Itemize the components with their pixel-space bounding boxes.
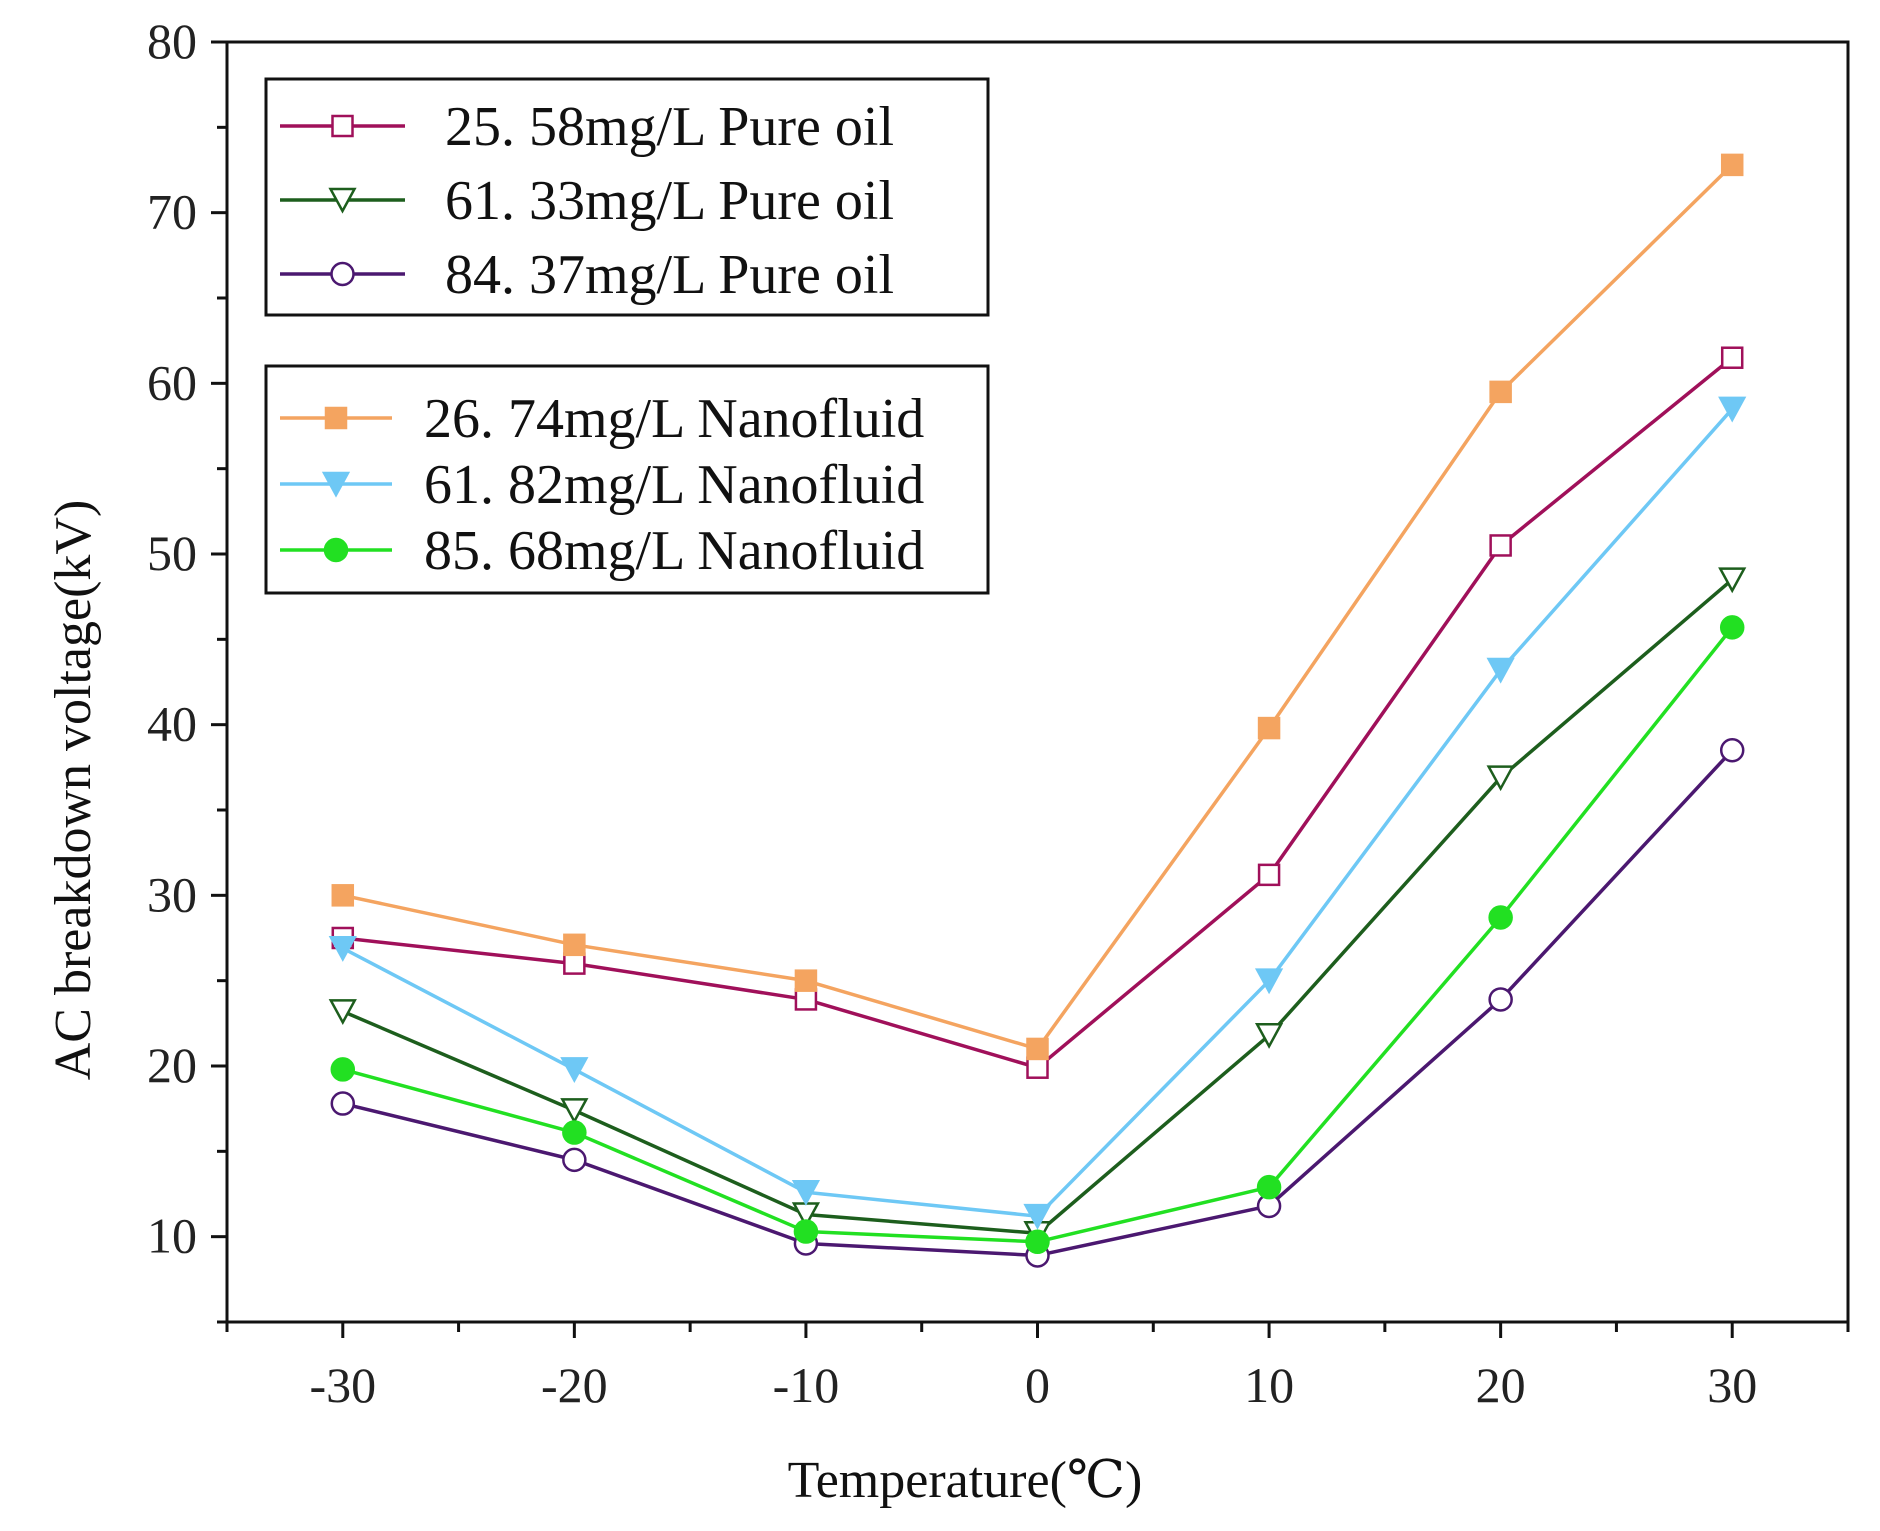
data-point: [793, 1219, 819, 1244]
data-point: [1489, 380, 1512, 404]
data-point: [560, 1098, 589, 1124]
series-4: [331, 153, 1744, 1061]
data-point: [562, 1120, 587, 1145]
legend-marker: [321, 471, 351, 498]
series-6: [330, 615, 1745, 1255]
x-tick-label: -20: [541, 1357, 608, 1413]
data-point: [1719, 738, 1745, 763]
series-3: [330, 738, 1745, 1268]
x-axis: -30 -20 -10 0 10 20 30: [225, 1322, 1850, 1413]
legend-entry: 84. 37mg/L Pure oil: [280, 244, 894, 306]
data-point: [1025, 1229, 1050, 1255]
legend-label: 84. 37mg/L Pure oil: [445, 244, 894, 306]
data-point: [1488, 987, 1513, 1012]
data-point: [1720, 346, 1744, 369]
y-tick-label: 60: [147, 354, 197, 410]
data-point: [562, 1147, 587, 1173]
legend-entry: 85. 68mg/L Nanofluid: [280, 520, 924, 582]
data-point: [560, 1057, 589, 1084]
y-tick-label: 10: [147, 1208, 197, 1264]
x-tick-label: 30: [1707, 1357, 1757, 1413]
x-tick-label: -30: [309, 1357, 376, 1413]
legend-label: 61. 82mg/L Nanofluid: [424, 454, 924, 516]
y-axis: 10 20 30 40 50 60 70 80: [147, 13, 227, 1324]
legend-marker: [330, 261, 355, 287]
legend-box: [264, 364, 990, 595]
legend-marker: [323, 537, 349, 563]
series-line: [342, 626, 1734, 1244]
y-tick-label: 20: [147, 1037, 197, 1093]
data-point: [1486, 657, 1515, 684]
x-tick-label: 10: [1244, 1357, 1294, 1413]
data-point: [794, 988, 818, 1011]
data-point: [1256, 1174, 1282, 1200]
series-5: [328, 396, 1747, 1230]
series-2: [328, 567, 1747, 1247]
data-point: [328, 935, 357, 962]
y-tick-label: 30: [147, 866, 197, 922]
data-point: [1026, 1056, 1049, 1079]
data-point: [1720, 153, 1744, 177]
legend-marker: [324, 406, 348, 430]
data-point: [330, 1057, 356, 1082]
data-point: [328, 999, 357, 1025]
legend-label: 26. 74mg/L Nanofluid: [424, 388, 924, 450]
x-tick-label: 20: [1476, 1357, 1526, 1413]
legend-entry: 61. 82mg/L Nanofluid: [280, 454, 924, 516]
data-point: [1023, 1203, 1052, 1230]
legend-entry: 61. 33mg/L Pure oil: [280, 170, 894, 232]
data-point: [1486, 765, 1515, 792]
data-point: [1718, 567, 1747, 594]
legend-label: 61. 33mg/L Pure oil: [445, 170, 894, 232]
legend-entry: 26. 74mg/L Nanofluid: [280, 388, 924, 450]
y-tick-label: 70: [147, 184, 197, 240]
x-axis-title: Temperature(℃): [788, 1452, 1143, 1509]
data-point: [1026, 1037, 1049, 1061]
data-point: [563, 933, 586, 957]
legend-label: 25. 58mg/L Pure oil: [445, 96, 894, 158]
x-tick-label: -10: [773, 1357, 840, 1413]
data-point: [1254, 1023, 1284, 1049]
y-axis-title: AC breakdown voltage(kV): [45, 500, 102, 1081]
legend-label: 85. 68mg/L Nanofluid: [424, 520, 924, 582]
series-line: [342, 749, 1734, 1258]
y-tick-label: 40: [147, 696, 197, 752]
data-point: [791, 1180, 821, 1206]
data-point: [563, 952, 586, 975]
data-point: [1718, 396, 1747, 423]
legend-marker: [328, 187, 357, 214]
data-point: [1254, 968, 1284, 995]
data-point: [331, 884, 355, 907]
series-layer: [328, 153, 1747, 1268]
legend-pure-oil: 25. 58mg/L Pure oil 61. 33mg/L Pure oil 84…: [264, 77, 990, 317]
data-point: [330, 1091, 356, 1116]
legend-marker: [331, 114, 354, 138]
x-tick-label: 0: [1025, 1357, 1050, 1413]
y-tick-label: 50: [147, 525, 197, 581]
data-point: [1489, 534, 1512, 557]
data-point: [1719, 615, 1745, 640]
series-line: [342, 578, 1734, 1236]
data-point: [1257, 863, 1281, 887]
data-point: [794, 969, 818, 992]
y-tick-label: 80: [147, 13, 197, 69]
legend-entry: 25. 58mg/L Pure oil: [280, 96, 894, 158]
data-point: [1257, 716, 1281, 740]
data-point: [1488, 905, 1513, 930]
